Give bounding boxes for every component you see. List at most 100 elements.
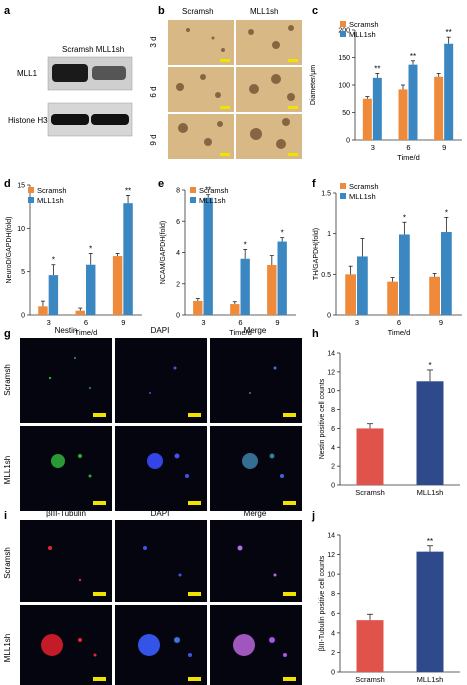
cell-cluster [200, 74, 206, 80]
x-tick-label: 6 [84, 318, 88, 327]
legend-swatch [340, 21, 346, 27]
stained-cell [93, 653, 97, 657]
stained-cell [41, 634, 63, 656]
scale-bar [188, 592, 201, 596]
scale-bar [283, 413, 296, 417]
y-tick-label: 2 [331, 464, 335, 471]
legend-swatch [28, 187, 34, 193]
y-tick-label: 5 [21, 269, 25, 276]
cell-cluster [282, 118, 290, 126]
chart-d: d 0 5 10 15 NeuroD/GAPDH(fold) Time/d 3 * 6 * 9 ** Sc… [4, 178, 142, 337]
cell-cluster [178, 123, 188, 133]
panel-a: a Scramsh MLL1sh MLL1 Histone H3 [4, 5, 133, 137]
cell-cluster [272, 41, 280, 49]
significance-mark: ** [205, 186, 211, 195]
stained-cell [147, 453, 163, 469]
panel-g-letter: g [4, 328, 11, 340]
scale-bar [288, 59, 298, 62]
panel-a-letter: a [4, 5, 11, 17]
stained-cell [273, 366, 277, 370]
cell-cluster [186, 28, 190, 32]
legend-label: MLL1sh [349, 192, 376, 201]
y-axis-label: βIII-Tubulin positive cell counts [319, 555, 326, 651]
bar-mll1sh [123, 203, 133, 315]
fluorescence-image [115, 426, 207, 511]
fluorescence-image [20, 426, 112, 511]
y-tick-label: 12 [327, 552, 335, 559]
scale-bar [93, 501, 106, 505]
panel-j-letter: j [311, 510, 315, 522]
chart-e: e 0 2 4 6 8 NCAM/GAPDH(fold) Time/d 3 ** 6 * 9 * Scram… [158, 178, 296, 337]
bar-scramsh [230, 304, 240, 315]
y-tick-label: 2 [331, 650, 335, 657]
y-tick-label: 100 [338, 83, 350, 90]
x-tick-label: MLL1sh [417, 488, 444, 497]
legend-swatch [340, 31, 346, 37]
cell-cluster [287, 93, 295, 101]
bar-mll1sh [203, 197, 213, 315]
legend-swatch [28, 197, 34, 203]
y-tick-label: 10 [327, 388, 335, 395]
y-axis-label: NCAM/GAPDH(fold) [160, 221, 167, 284]
panel-g-col1: Nestin [55, 326, 78, 335]
stained-cell [185, 474, 189, 478]
y-tick-label: 4 [331, 630, 335, 637]
stained-cell [149, 392, 151, 394]
stained-cell [173, 366, 177, 370]
legend-label: MLL1sh [199, 196, 226, 205]
bar-scramsh [398, 89, 408, 140]
brightfield-image [236, 67, 302, 112]
significance-mark: * [403, 213, 406, 222]
cell-cluster [276, 139, 286, 149]
stained-cell [74, 357, 76, 359]
blot-mll1-band-scramsh [52, 64, 88, 82]
panel-i-col1: βIII-Tubulin [46, 509, 86, 518]
significance-mark: * [445, 208, 448, 217]
x-tick-label: MLL1sh [417, 675, 444, 684]
cell-cluster [211, 36, 215, 40]
legend-label: Scramsh [37, 186, 67, 195]
bar-scramsh [387, 281, 398, 315]
stained-cell [242, 453, 258, 469]
panel-i-letter: i [4, 510, 7, 522]
bar-mll1sh [277, 241, 287, 315]
x-tick-label: 6 [406, 143, 410, 152]
chart-f: f 0 0.5 1 1.5 TH/GAPDH(fold) Time/d 3 6 * 9 * Scrams… [312, 178, 462, 337]
panel-i-col3: Merge [244, 509, 267, 518]
panel-b: b Scramsh MLL1sh 3 d 6 d 9 d [149, 5, 302, 159]
y-tick-label: 10 [17, 226, 25, 233]
bar-scramsh [356, 620, 384, 672]
bar-scramsh [267, 265, 277, 315]
panel-g: g Nestin DAPI Merge Scramsh MLL1sh [3, 326, 302, 511]
x-axis-label: Time/d [397, 153, 420, 162]
bar-scramsh [75, 310, 85, 315]
x-tick-label: 3 [371, 143, 375, 152]
scale-bar [220, 153, 230, 156]
cell-cluster [271, 74, 281, 84]
panel-g-row1: Scramsh [3, 364, 12, 396]
bar-scramsh [193, 300, 203, 315]
scale-bar [220, 59, 230, 62]
bar-scramsh [429, 276, 440, 315]
x-tick-label: 3 [201, 318, 205, 327]
x-tick-label: Scramsh [355, 675, 385, 684]
panel-b-row2: 6 d [149, 86, 158, 97]
stained-cell [280, 474, 284, 478]
cell-cluster [250, 128, 262, 140]
cell-cluster [176, 83, 184, 91]
legend-label: MLL1sh [37, 196, 64, 205]
fluorescence-image [210, 605, 302, 685]
cell-cluster [249, 84, 259, 94]
y-tick-label: 0 [331, 483, 335, 490]
significance-mark: ** [374, 64, 380, 73]
panel-i-row2: MLL1sh [3, 634, 12, 662]
panel-e-letter: e [158, 178, 164, 190]
scale-bar [283, 592, 296, 596]
stained-cell [178, 573, 182, 577]
significance-mark: ** [410, 52, 416, 61]
bar-mll1sh [86, 264, 96, 315]
stained-cell [174, 453, 180, 459]
fluorescence-image [115, 338, 207, 423]
y-tick-label: 6 [176, 219, 180, 226]
